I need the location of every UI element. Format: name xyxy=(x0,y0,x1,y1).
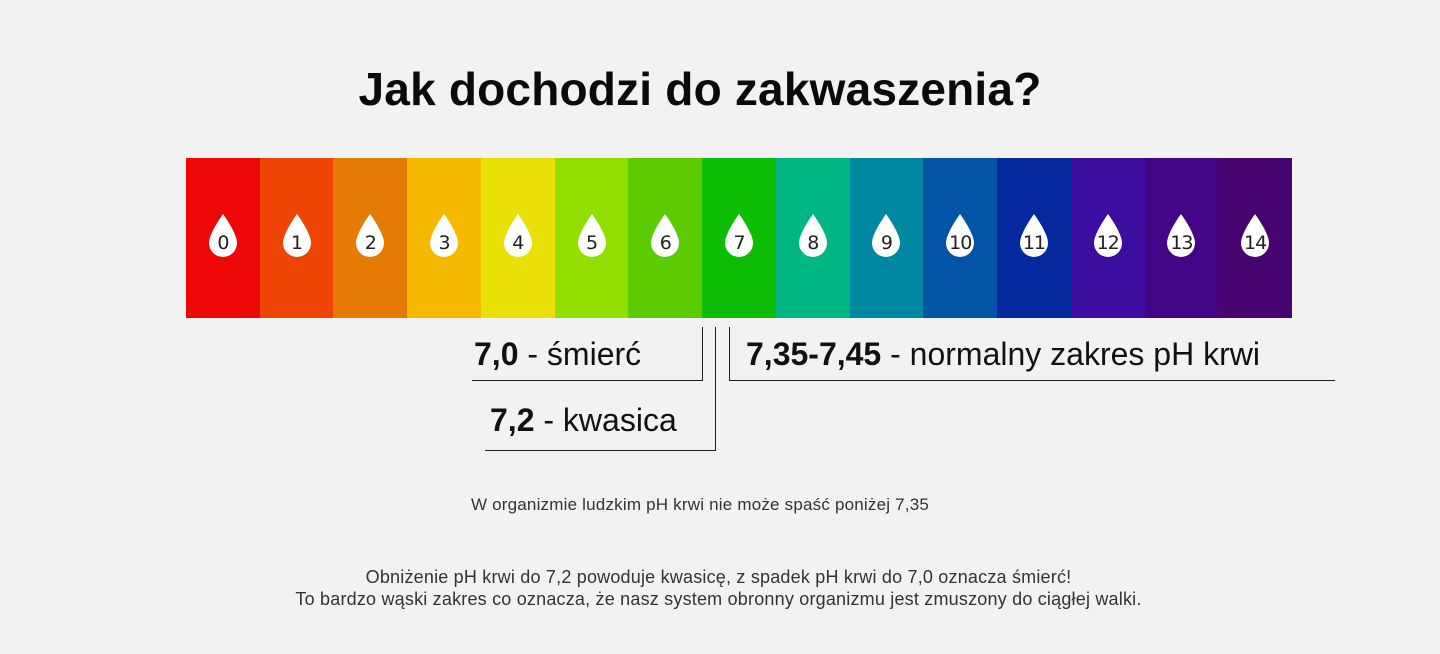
drop-icon: 5 xyxy=(577,213,607,259)
drop-icon: 1 xyxy=(282,213,312,259)
ph-cell-12: 12 xyxy=(1070,158,1145,318)
ph-value-label: 9 xyxy=(880,232,893,254)
label-normal-value: 7,35-7,45 xyxy=(746,336,882,372)
drop-icon: 12 xyxy=(1093,213,1123,259)
ph-cell-5: 5 xyxy=(554,158,629,318)
ph-cell-0: 0 xyxy=(186,158,260,318)
ph-value-label: 1 xyxy=(291,232,303,254)
label-death-value: 7,0 xyxy=(474,336,519,372)
ph-cell-7: 7 xyxy=(702,158,776,318)
drop-icon: 8 xyxy=(798,213,828,259)
ph-cell-14: 14 xyxy=(1218,158,1293,318)
normal-connector xyxy=(729,327,730,381)
drop-icon: 3 xyxy=(429,213,459,259)
death-connector xyxy=(702,327,703,381)
label-normal: 7,35-7,45 - normalny zakres pH krwi xyxy=(746,336,1260,373)
label-death-text: - śmierć xyxy=(518,336,642,372)
ph-value-label: 10 xyxy=(949,232,972,254)
drop-icon: 2 xyxy=(355,213,385,259)
drop-icon: 11 xyxy=(1019,213,1049,259)
footer-text: Obniżenie pH krwi do 7,2 powoduje kwasic… xyxy=(0,566,1437,610)
ph-value-label: 0 xyxy=(217,232,229,254)
label-acidosis: 7,2 - kwasica xyxy=(490,402,677,439)
label-death: 7,0 - śmierć xyxy=(474,336,641,373)
ph-value-label: 8 xyxy=(807,232,819,254)
ph-value-label: 12 xyxy=(1096,232,1120,254)
label-acidosis-text: - kwasica xyxy=(534,402,677,438)
ph-value-label: 6 xyxy=(659,232,672,254)
ph-cell-10: 10 xyxy=(923,158,998,318)
ph-cell-11: 11 xyxy=(997,158,1071,318)
death-underline xyxy=(472,380,703,381)
drop-icon: 0 xyxy=(208,213,238,259)
ph-cell-8: 8 xyxy=(775,158,850,318)
ph-value-label: 13 xyxy=(1170,232,1193,254)
ph-cell-1: 1 xyxy=(259,158,334,318)
ph-value-label: 4 xyxy=(512,232,524,254)
drop-icon: 13 xyxy=(1166,213,1196,259)
ph-cell-2: 2 xyxy=(333,158,408,318)
drop-icon: 10 xyxy=(945,213,975,259)
ph-value-label: 3 xyxy=(438,232,451,254)
ph-cell-13: 13 xyxy=(1144,158,1219,318)
ph-cell-9: 9 xyxy=(849,158,924,318)
ph-cell-6: 6 xyxy=(628,158,703,318)
ph-value-label: 14 xyxy=(1244,232,1267,254)
blood-ph-note: W organizmie ludzkim pH krwi nie może sp… xyxy=(470,495,930,514)
ph-value-label: 7 xyxy=(733,232,745,254)
ph-value-label: 2 xyxy=(364,232,377,254)
drop-icon: 14 xyxy=(1240,213,1270,259)
drop-icon: 9 xyxy=(871,213,901,259)
ph-cell-4: 4 xyxy=(480,158,555,318)
label-normal-text: - normalny zakres pH krwi xyxy=(881,336,1260,372)
footer-line-2: To bardzo wąski zakres co oznacza, że na… xyxy=(295,589,1142,609)
acidosis-connector xyxy=(715,327,716,451)
acidosis-underline xyxy=(485,450,716,451)
normal-underline xyxy=(729,380,1335,381)
page-title: Jak dochodzi do zakwaszenia? xyxy=(358,63,1042,115)
label-acidosis-value: 7,2 xyxy=(490,402,535,438)
ph-scale: 0 1 2 3 4 5 6 7 8 9 10 11 12 13 14 xyxy=(186,158,1293,318)
footer-line-1: Obniżenie pH krwi do 7,2 powoduje kwasic… xyxy=(365,567,1072,587)
drop-icon: 7 xyxy=(724,213,754,259)
drop-icon: 6 xyxy=(650,213,680,259)
ph-cell-3: 3 xyxy=(407,158,481,318)
drop-icon: 4 xyxy=(503,213,533,259)
ph-value-label: 11 xyxy=(1022,232,1046,254)
ph-value-label: 5 xyxy=(585,232,598,254)
